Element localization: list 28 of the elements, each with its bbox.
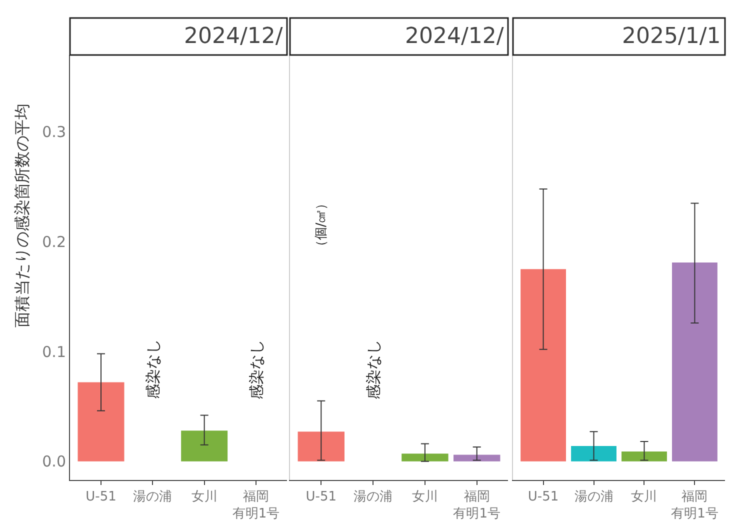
chart-title: 2024/12/ [405, 24, 504, 49]
x-tick-label: 湯の浦 [574, 490, 614, 505]
bar [520, 269, 566, 462]
x-tick-label: 福岡有明1号 [232, 490, 280, 521]
x-tick-label: 福岡有明1号 [453, 490, 500, 521]
x-tick-label: 湯の浦 [354, 490, 393, 505]
x-tick-label: U-51 [86, 490, 116, 505]
x-tick-label: U-51 [306, 490, 337, 505]
annotation: 感染なし [364, 340, 383, 400]
bar [622, 451, 667, 462]
annotation: （個/㎠） [314, 196, 330, 254]
x-tick-label: U-51 [528, 490, 559, 505]
bar [571, 446, 616, 462]
y-tick-label: 0.1 [42, 342, 66, 361]
chart-title: 2024/12/ [184, 24, 284, 49]
chart-title: 2025/1/1 [622, 24, 721, 49]
x-tick-label: 女川 [412, 490, 438, 505]
y-tick-label: 0.3 [42, 123, 66, 142]
x-tick-label: 女川 [631, 490, 658, 505]
bar [672, 262, 718, 462]
y-axis-title: 面積当たりの感染箇所数の平均 [12, 103, 32, 328]
x-tick-label: 福岡有明1号 [671, 490, 718, 521]
y-tick-label: 0.2 [42, 232, 66, 251]
x-tick-label: 女川 [191, 490, 218, 505]
annotation: 感染なし [144, 339, 162, 400]
x-tick-label: 湯の浦 [133, 490, 172, 505]
y-tick-label: 0.0 [42, 452, 66, 471]
annotation: 感染なし [248, 340, 266, 400]
